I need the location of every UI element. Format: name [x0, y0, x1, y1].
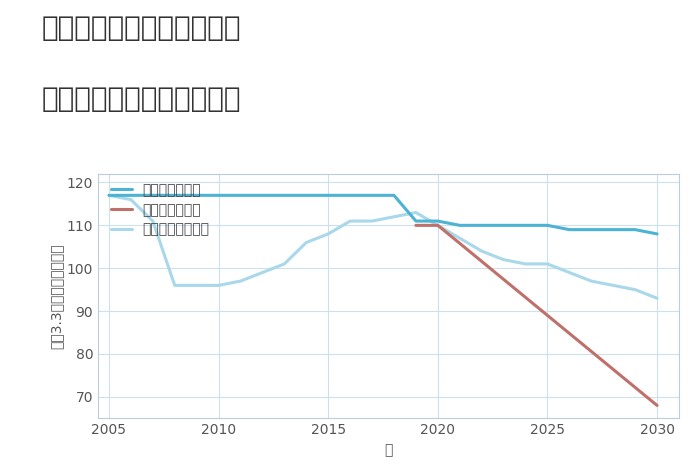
ノーマルシナリオ [127, 197, 135, 203]
グッドシナリオ [368, 193, 377, 198]
グッドシナリオ [543, 222, 552, 228]
グッドシナリオ [587, 227, 596, 233]
グッドシナリオ [499, 222, 508, 228]
ノーマルシナリオ [499, 257, 508, 262]
ノーマルシナリオ [171, 282, 179, 288]
グッドシナリオ [302, 193, 311, 198]
ノーマルシナリオ [105, 193, 113, 198]
グッドシナリオ [477, 222, 486, 228]
グッドシナリオ [258, 193, 267, 198]
ノーマルシナリオ [148, 218, 157, 224]
グッドシナリオ [193, 193, 201, 198]
グッドシナリオ [127, 193, 135, 198]
バッドシナリオ [433, 222, 442, 228]
グッドシナリオ [148, 193, 157, 198]
グッドシナリオ [105, 193, 113, 198]
ノーマルシナリオ [302, 240, 311, 245]
バッドシナリオ [412, 222, 420, 228]
ノーマルシナリオ [214, 282, 223, 288]
ノーマルシナリオ [477, 248, 486, 254]
Legend: グッドシナリオ, バッドシナリオ, ノーマルシナリオ: グッドシナリオ, バッドシナリオ, ノーマルシナリオ [111, 183, 210, 236]
グッドシナリオ [653, 231, 662, 237]
Line: ノーマルシナリオ: ノーマルシナリオ [109, 196, 657, 298]
ノーマルシナリオ [412, 210, 420, 215]
ノーマルシナリオ [631, 287, 639, 292]
ノーマルシナリオ [390, 214, 398, 219]
ノーマルシナリオ [258, 270, 267, 275]
ノーマルシナリオ [346, 218, 354, 224]
グッドシナリオ [280, 193, 288, 198]
Text: 奈良県吉野郡下市町仔邑の: 奈良県吉野郡下市町仔邑の [42, 14, 241, 42]
ノーマルシナリオ [609, 282, 617, 288]
グッドシナリオ [631, 227, 639, 233]
グッドシナリオ [412, 218, 420, 224]
ノーマルシナリオ [587, 278, 596, 284]
Y-axis label: 坪（3.3㎡）単価（万円）: 坪（3.3㎡）単価（万円） [50, 243, 64, 349]
ノーマルシナリオ [368, 218, 377, 224]
ノーマルシナリオ [237, 278, 245, 284]
ノーマルシナリオ [565, 270, 573, 275]
グッドシナリオ [214, 193, 223, 198]
グッドシナリオ [171, 193, 179, 198]
グッドシナリオ [237, 193, 245, 198]
ノーマルシナリオ [433, 222, 442, 228]
グッドシナリオ [522, 222, 530, 228]
ノーマルシナリオ [653, 296, 662, 301]
グッドシナリオ [456, 222, 464, 228]
グッドシナリオ [433, 218, 442, 224]
グッドシナリオ [609, 227, 617, 233]
ノーマルシナリオ [324, 231, 332, 237]
バッドシナリオ [653, 403, 662, 408]
グッドシナリオ [565, 227, 573, 233]
グッドシナリオ [324, 193, 332, 198]
ノーマルシナリオ [522, 261, 530, 267]
ノーマルシナリオ [543, 261, 552, 267]
ノーマルシナリオ [193, 282, 201, 288]
Line: バッドシナリオ: バッドシナリオ [416, 225, 657, 406]
ノーマルシナリオ [456, 235, 464, 241]
X-axis label: 年: 年 [384, 443, 393, 457]
Text: 中古マンションの価格推移: 中古マンションの価格推移 [42, 85, 241, 113]
ノーマルシナリオ [280, 261, 288, 267]
グッドシナリオ [346, 193, 354, 198]
グッドシナリオ [390, 193, 398, 198]
Line: グッドシナリオ: グッドシナリオ [109, 196, 657, 234]
